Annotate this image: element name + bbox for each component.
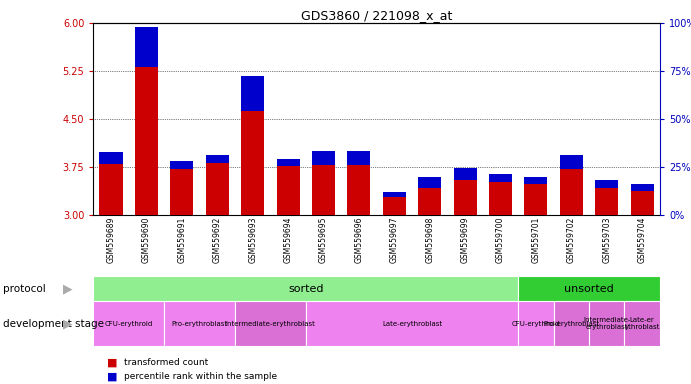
- Bar: [312, 165, 335, 215]
- Bar: [589, 301, 625, 346]
- Text: sorted: sorted: [288, 284, 323, 294]
- Bar: [518, 301, 553, 346]
- Bar: [305, 301, 518, 346]
- Bar: [312, 151, 335, 165]
- Bar: [135, 66, 158, 215]
- Bar: [631, 191, 654, 215]
- Bar: [235, 301, 305, 346]
- Bar: [553, 301, 589, 346]
- Bar: [135, 27, 158, 66]
- Text: CFU-erythroid: CFU-erythroid: [104, 321, 153, 326]
- Text: transformed count: transformed count: [124, 358, 209, 367]
- Bar: [560, 169, 583, 215]
- Text: protocol: protocol: [3, 284, 46, 294]
- Bar: [206, 162, 229, 215]
- Bar: [241, 76, 264, 111]
- Text: ▶: ▶: [63, 317, 73, 330]
- Bar: [418, 177, 442, 188]
- Bar: [276, 159, 300, 166]
- Text: Intermediate-erythroblast: Intermediate-erythroblast: [225, 321, 315, 326]
- Bar: [631, 184, 654, 191]
- Text: unsorted: unsorted: [565, 284, 614, 294]
- Bar: [453, 168, 477, 180]
- Text: Late-er
ythroblast: Late-er ythroblast: [625, 317, 660, 330]
- Bar: [276, 166, 300, 215]
- Bar: [560, 155, 583, 169]
- Bar: [383, 192, 406, 197]
- Bar: [206, 155, 229, 162]
- Text: percentile rank within the sample: percentile rank within the sample: [124, 372, 278, 381]
- Bar: [100, 152, 122, 164]
- Text: Pro-erythroblast: Pro-erythroblast: [171, 321, 227, 326]
- Text: Intermediate-
erythroblast: Intermediate- erythroblast: [583, 317, 630, 330]
- Text: CFU-erythroid: CFU-erythroid: [512, 321, 560, 326]
- Bar: [489, 174, 512, 182]
- Text: ■: ■: [107, 358, 117, 368]
- Bar: [100, 164, 122, 215]
- Text: Pro-erythroblast: Pro-erythroblast: [543, 321, 599, 326]
- Bar: [241, 111, 264, 215]
- Bar: [93, 276, 518, 301]
- Bar: [348, 151, 370, 165]
- Text: ■: ■: [107, 371, 117, 381]
- Bar: [524, 177, 547, 184]
- Text: ▶: ▶: [63, 283, 73, 295]
- Bar: [93, 301, 164, 346]
- Bar: [418, 188, 442, 215]
- Bar: [595, 180, 618, 188]
- Bar: [595, 188, 618, 215]
- Text: Late-erythroblast: Late-erythroblast: [382, 321, 442, 326]
- Bar: [524, 184, 547, 215]
- Bar: [518, 276, 660, 301]
- Bar: [383, 197, 406, 215]
- Bar: [625, 301, 660, 346]
- Bar: [170, 169, 193, 215]
- Bar: [348, 165, 370, 215]
- Bar: [170, 161, 193, 169]
- Text: development stage: development stage: [3, 318, 104, 329]
- Bar: [164, 301, 235, 346]
- Title: GDS3860 / 221098_x_at: GDS3860 / 221098_x_at: [301, 9, 453, 22]
- Bar: [453, 180, 477, 215]
- Bar: [489, 182, 512, 215]
